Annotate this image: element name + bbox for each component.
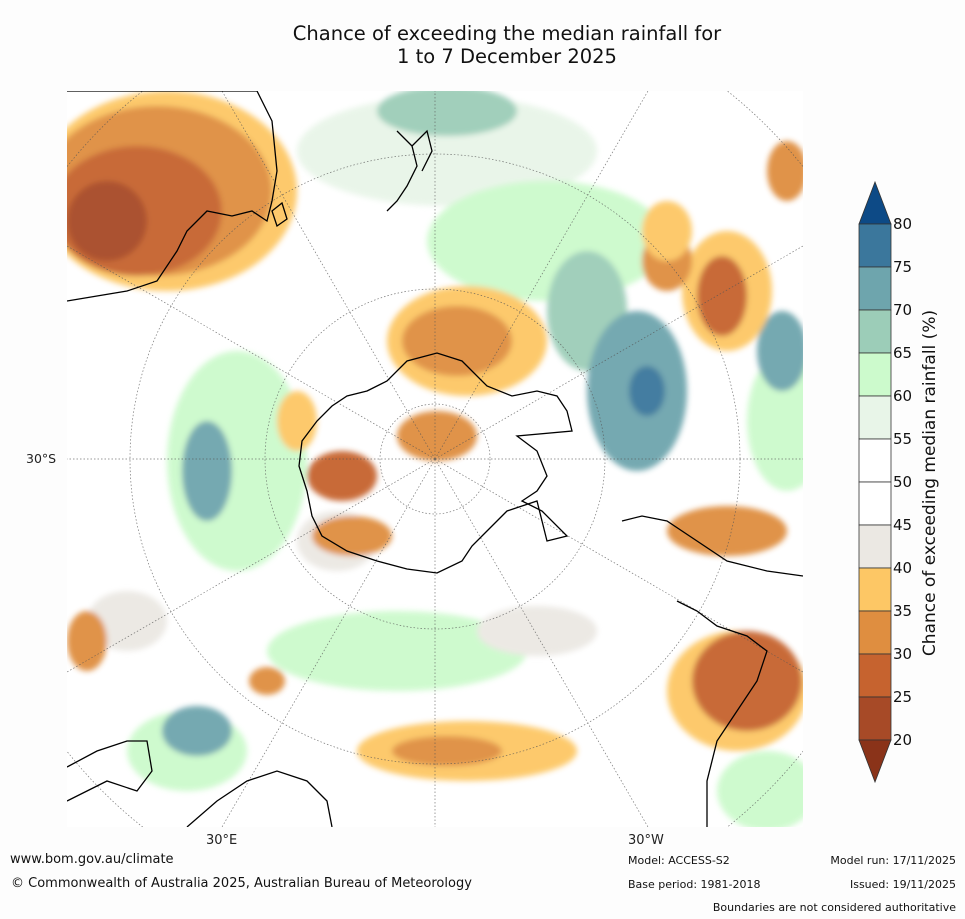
tasmania-coastline [271,201,288,228]
colorbar-extend-high [858,180,892,225]
colorbar-band-20-25 [858,696,892,741]
colorbar-tick-55: 55 [893,430,913,448]
region-orange-pole-south [312,516,392,556]
region-green-south [267,611,527,691]
colorbar-svg [858,180,892,784]
region-orange-pole [397,411,477,461]
model-name: Model: ACCESS-S2 [628,854,730,867]
region-teal-southwest [162,706,232,756]
colorbar-band-60-65 [858,352,892,397]
colorbar-band-35-40 [858,567,892,612]
region-green-southeast [717,751,803,827]
colorbar-tick-25: 25 [893,688,913,706]
south-america-coastline [621,515,803,827]
copyright-text: © Commonwealth of Australia 2025, Austra… [11,876,472,891]
region-brown-se [692,631,802,731]
region-brown-pole-west [307,451,377,501]
colorbar-tick-60: 60 [893,387,913,405]
region-grey-2 [477,606,597,656]
region-orange-south [392,736,502,766]
region-orange-west-edge [67,611,107,671]
antarctica-coastline [298,352,573,574]
colorbar-band-55-60 [858,395,892,440]
africa-coastline [67,740,333,827]
region-orange-far-east [767,141,803,201]
region-orange-center [402,306,512,376]
region-brown-east [697,256,747,336]
region-green-northeast [427,181,667,301]
region-teal-north [377,91,517,136]
colorbar-band-75-80 [858,223,892,268]
colorbar-tick-35: 35 [893,602,913,620]
colorbar-band-45-50 [858,481,892,526]
boundaries-disclaimer: Boundaries are not considered authoritat… [712,901,956,914]
longitude-label-30w: 30°W [628,833,664,848]
colorbar-band-70-75 [858,266,892,311]
colorbar-tick-40: 40 [893,559,913,577]
colorbar-tick-50: 50 [893,473,913,491]
colorbar-band-50-55 [858,438,892,483]
colorbar-tick-70: 70 [893,301,913,319]
colorbar-band-40-45 [858,524,892,569]
graticule [67,91,803,827]
website-link[interactable]: www.bom.gov.au/climate [10,852,174,867]
colorbar: 80 75 70 65 60 55 50 45 40 35 30 25 20 [858,180,965,790]
region-grey-3 [87,591,167,651]
region-orange-sw [249,667,285,695]
colorbar-extend-low [858,739,892,784]
region-darkbrown-nw [67,181,147,261]
colorbar-tick-20: 20 [893,731,913,749]
map-title: Chance of exceeding the median rainfall … [67,22,947,68]
model-run-date: Model run: 17/11/2025 [830,854,956,867]
colorbar-band-65-70 [858,309,892,354]
region-darkblue-east [629,366,665,416]
latitude-label-30s: 30°S [26,451,57,466]
region-teal-west [182,421,232,521]
region-teal-far-east [757,311,803,391]
region-yellow-northeast [642,201,692,261]
map-canvas [67,91,803,827]
coastlines [67,91,803,827]
title-line-1: Chance of exceeding the median rainfall … [292,22,722,45]
probability-field [67,91,803,827]
australia-coastline [67,91,278,302]
colorbar-tick-45: 45 [893,516,913,534]
new-zealand-coastline [386,129,433,212]
colorbar-tick-30: 30 [893,645,913,663]
colorbar-tick-80: 80 [893,215,913,233]
region-orange-se-coast [667,506,787,556]
rainfall-probability-map [67,91,803,827]
base-period: Base period: 1981-2018 [628,878,761,891]
region-light-green-north [297,96,597,206]
issued-date: Issued: 19/11/2025 [849,878,956,891]
longitude-label-30e: 30°E [206,833,238,848]
colorbar-tick-65: 65 [893,344,913,362]
colorbar-title: Chance of exceeding median rainfall (%) [920,309,940,657]
colorbar-tick-75: 75 [893,258,913,276]
colorbar-band-25-30 [858,653,892,698]
title-line-2: 1 to 7 December 2025 [397,45,617,68]
region-yellow-west [277,391,317,451]
colorbar-band-30-35 [858,610,892,655]
